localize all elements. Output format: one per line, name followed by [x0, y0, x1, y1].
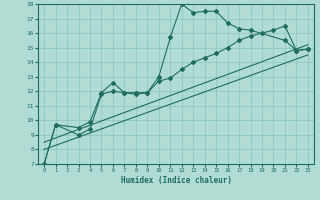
- X-axis label: Humidex (Indice chaleur): Humidex (Indice chaleur): [121, 176, 231, 185]
